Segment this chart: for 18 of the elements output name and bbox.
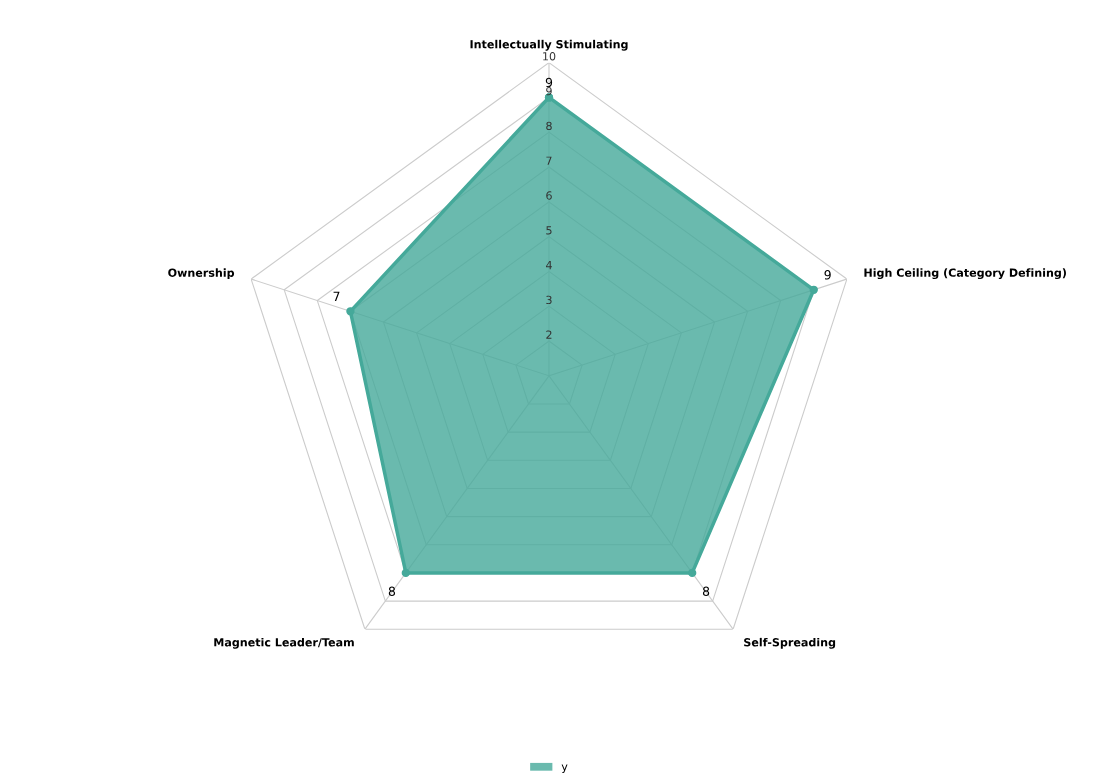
data-label: 8 [388, 586, 396, 596]
data-label: 9 [824, 270, 831, 280]
y-tick-label: 3 [546, 295, 552, 305]
spoke-label: Intellectually Stimulating [470, 39, 628, 51]
data-label: 7 [333, 291, 340, 301]
y-tick-label: 10 [543, 52, 556, 61]
y-tick-label: 2 [546, 330, 552, 339]
y-tick-label: 4 [546, 261, 552, 270]
data-label: 8 [702, 586, 710, 596]
spoke-label: High Ceiling (Category Defining) [864, 268, 1066, 280]
legend-label: y [561, 764, 568, 773]
spoke-label: Magnetic Leader/Team [214, 637, 354, 649]
y-tick-label: 7 [546, 156, 552, 165]
y-tick-label: 6 [546, 191, 552, 200]
spoke-label: Self-Spreading [744, 637, 836, 649]
y-tick-label: 5 [546, 226, 552, 235]
spoke-label: Ownership [168, 268, 235, 280]
y-tick-label: 8 [546, 121, 552, 131]
